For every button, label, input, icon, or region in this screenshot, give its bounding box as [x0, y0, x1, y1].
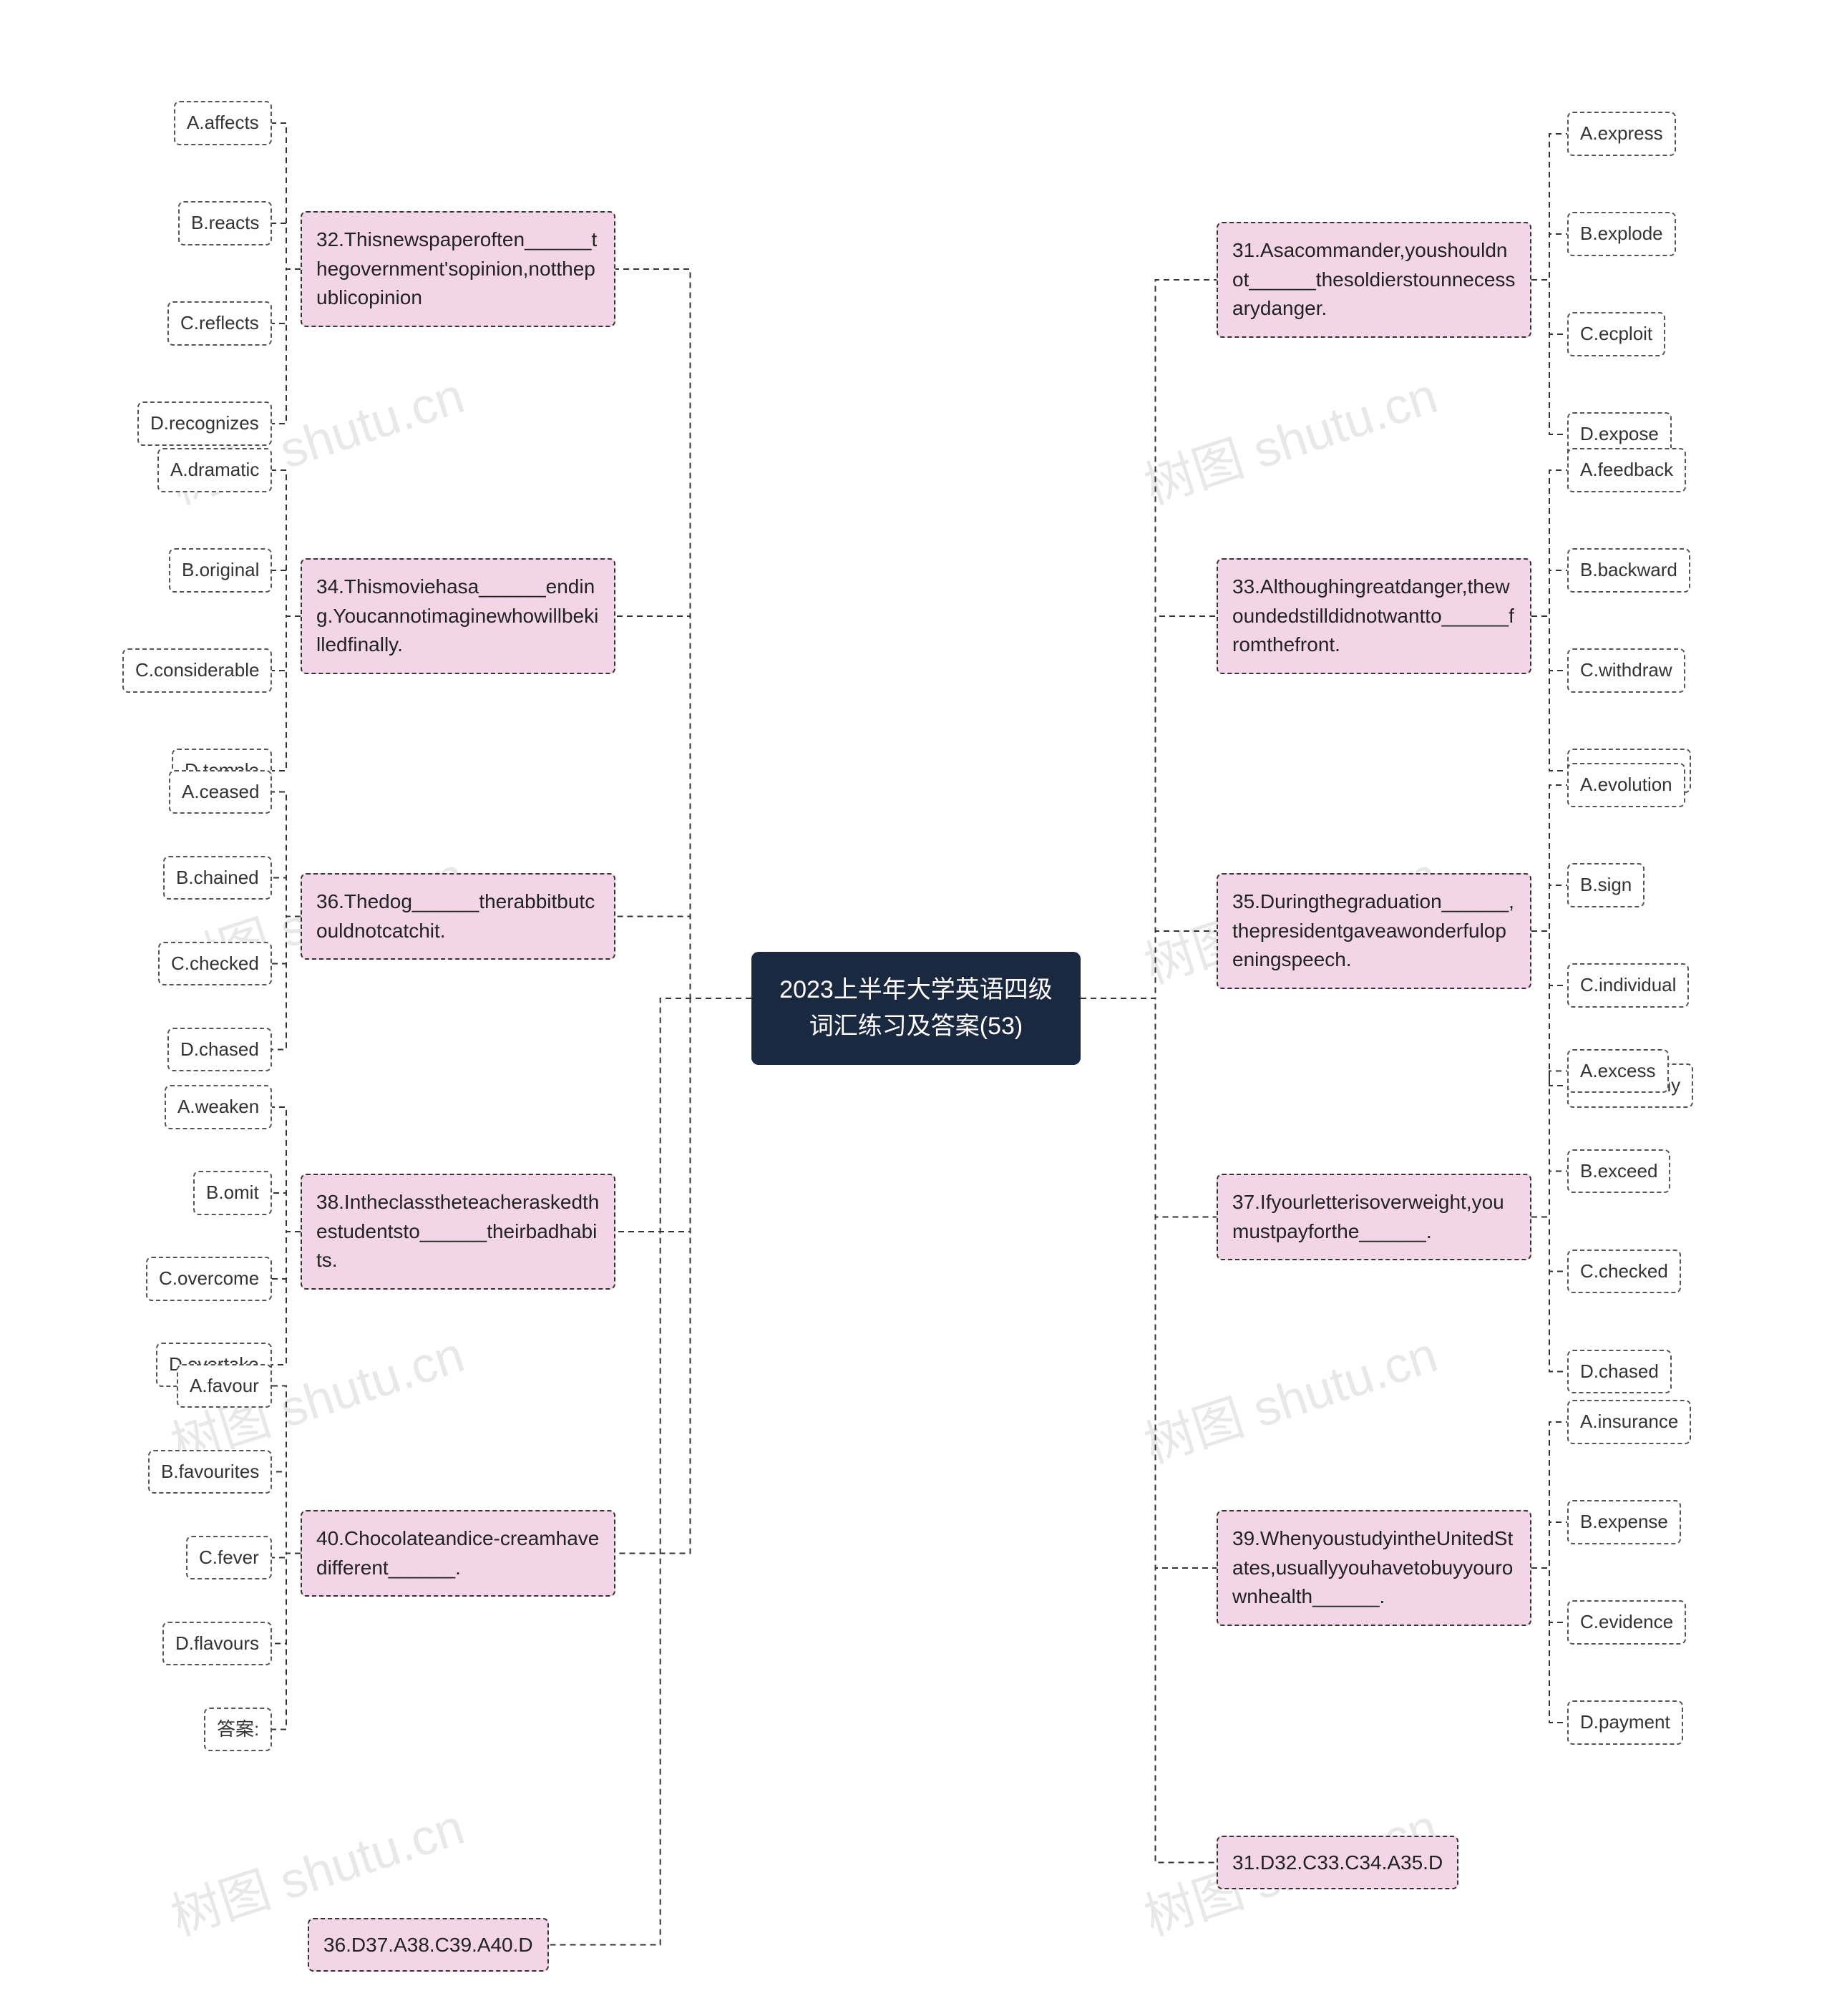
- question-q37: 37.Ifyourletterisoverweight,youmustpayfo…: [1217, 1174, 1531, 1260]
- option-q40-2: C.fever: [186, 1536, 272, 1580]
- option-q38-2: C.overcome: [146, 1257, 272, 1301]
- option-q36-3: D.chased: [167, 1028, 272, 1072]
- option-q38-1: B.omit: [193, 1171, 272, 1215]
- answer-right: 31.D32.C33.C34.A35.D: [1217, 1836, 1458, 1889]
- question-q40: 40.Chocolateandice-creamhavedifferent___…: [301, 1510, 615, 1597]
- option-q37-1: B.exceed: [1567, 1149, 1670, 1194]
- option-q39-3: D.payment: [1567, 1700, 1683, 1745]
- question-q32: 32.Thisnewspaperoften______thegovernment…: [301, 211, 615, 327]
- option-q40-0: A.favour: [177, 1364, 272, 1408]
- question-q38: 38.Intheclasstheteacheraskedthestudentst…: [301, 1174, 615, 1290]
- option-q33-0: A.feedback: [1567, 448, 1686, 492]
- option-q34-1: B.original: [169, 548, 272, 593]
- option-q32-1: B.reacts: [178, 201, 272, 245]
- option-q36-2: C.checked: [158, 942, 272, 986]
- option-q40-1: B.favourites: [148, 1450, 272, 1494]
- question-q31: 31.Asacommander,youshouldnot______thesol…: [1217, 222, 1531, 338]
- answer-left: 36.D37.A38.C39.A40.D: [308, 1918, 549, 1972]
- option-q37-3: D.chased: [1567, 1350, 1672, 1394]
- option-q37-0: A.excess: [1567, 1049, 1669, 1094]
- option-q40-3: D.flavours: [162, 1622, 272, 1666]
- question-q35: 35.Duringthegraduation______,thepresiden…: [1217, 873, 1531, 989]
- option-q37-2: C.checked: [1567, 1250, 1681, 1294]
- option-q34-0: A.dramatic: [157, 448, 272, 492]
- option-q35-0: A.evolution: [1567, 763, 1685, 807]
- option-q39-1: B.expense: [1567, 1500, 1681, 1544]
- question-q36: 36.Thedog______therabbitbutcouldnotcatch…: [301, 873, 615, 960]
- option-q31-0: A.express: [1567, 112, 1676, 156]
- option-q33-2: C.withdraw: [1567, 648, 1685, 693]
- option-q33-1: B.backward: [1567, 548, 1690, 593]
- option-q32-3: D.recognizes: [137, 401, 272, 446]
- option-q34-2: C.considerable: [122, 648, 272, 693]
- option-q35-2: C.individual: [1567, 963, 1689, 1008]
- question-q39: 39.WhenyoustudyintheUnitedStates,usually…: [1217, 1510, 1531, 1626]
- option-q39-2: C.evidence: [1567, 1600, 1686, 1645]
- option-q36-1: B.chained: [163, 856, 272, 900]
- center-title: 2023上半年大学英语四级词汇练习及答案(53): [751, 952, 1081, 1065]
- option-q32-0: A.affects: [174, 101, 272, 145]
- watermark: 树图 shutu.cn: [1134, 1315, 1446, 1477]
- question-q34: 34.Thismoviehasa______ending.Youcannotim…: [301, 558, 615, 674]
- option-q31-1: B.explode: [1567, 212, 1676, 256]
- watermark: 树图 shutu.cn: [1134, 356, 1446, 518]
- option-q36-0: A.ceased: [169, 770, 272, 814]
- option-q39-0: A.insurance: [1567, 1400, 1691, 1444]
- option-q35-1: B.sign: [1567, 863, 1645, 907]
- option-q32-2: C.reflects: [167, 301, 272, 346]
- option-q31-2: C.ecploit: [1567, 312, 1665, 356]
- question-q33: 33.Althoughingreatdanger,thewoundedstill…: [1217, 558, 1531, 674]
- option-q38-0: A.weaken: [165, 1085, 272, 1129]
- option-q40-4: 答案:: [204, 1708, 272, 1752]
